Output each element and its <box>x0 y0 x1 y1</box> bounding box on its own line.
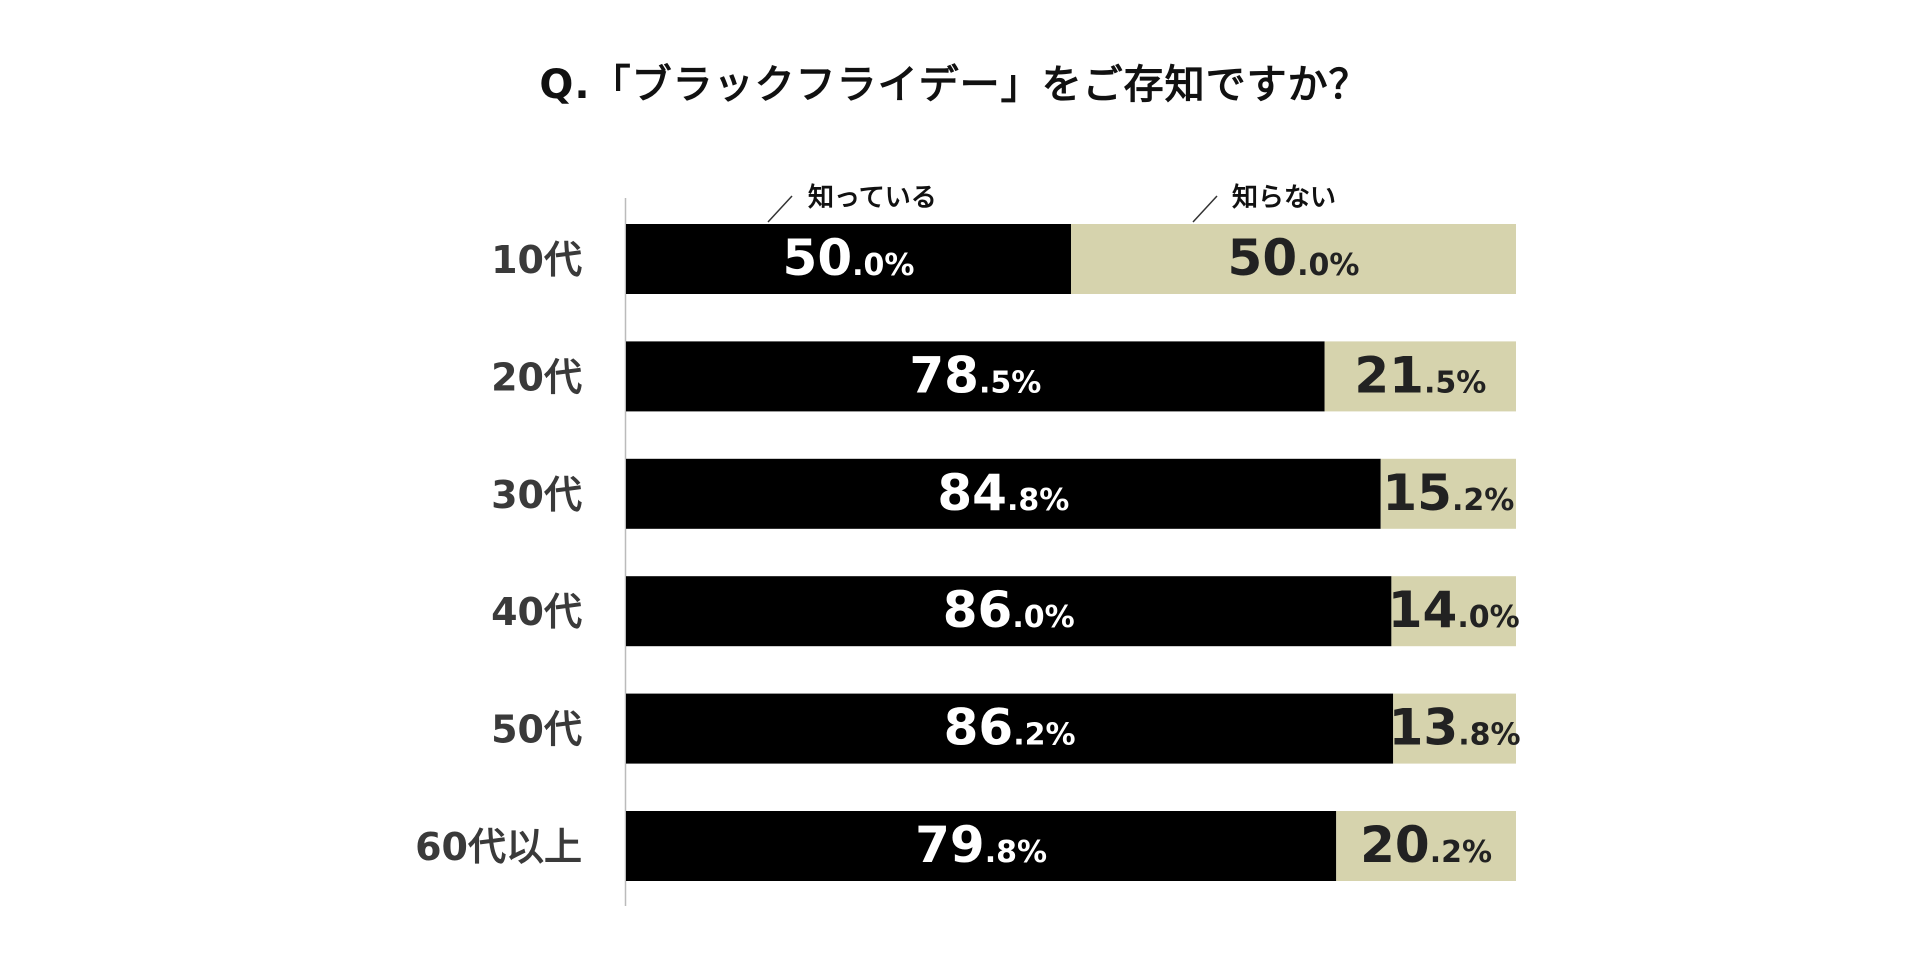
legend-label-unknown: 知らない <box>1232 183 1336 213</box>
chart-title: Q.「ブラックフライデー」をご存知ですか？ <box>539 62 1370 108</box>
bar-unknown <box>1393 693 1516 764</box>
data-label-unknown: 15.2% <box>1382 464 1514 522</box>
data-label-known-integer: 50 <box>783 229 853 287</box>
data-label-unknown-integer: 15 <box>1382 464 1452 522</box>
data-label-unknown-decimal: .0% <box>1457 600 1519 635</box>
category-label: 10代 <box>491 238 582 282</box>
data-label-known-integer: 86 <box>943 581 1013 639</box>
legend-label-known: 知っている <box>808 183 937 213</box>
bar-known <box>626 693 1394 764</box>
data-label-unknown-integer: 13 <box>1389 699 1459 757</box>
data-label-unknown: 50.0% <box>1228 229 1360 287</box>
data-label-unknown-integer: 14 <box>1388 581 1458 639</box>
data-label-unknown-decimal: .5% <box>1424 365 1486 400</box>
data-label-known-decimal: .0% <box>1012 600 1074 635</box>
data-label-unknown: 21.5% <box>1354 346 1486 404</box>
data-label-known: 50.0% <box>783 229 915 287</box>
data-label-known-integer: 86 <box>944 699 1014 757</box>
data-label-unknown: 13.8% <box>1389 699 1521 757</box>
data-label-unknown: 14.0% <box>1388 581 1520 639</box>
data-label-known-decimal: .5% <box>979 365 1041 400</box>
category-label: 20代 <box>491 355 582 399</box>
data-label-known-decimal: .8% <box>1007 483 1069 518</box>
data-label-known-decimal: .8% <box>985 835 1047 870</box>
data-label-known: 79.8% <box>915 816 1047 874</box>
bar-unknown <box>1380 458 1516 529</box>
bar-known <box>626 341 1325 412</box>
bar-known <box>626 811 1337 881</box>
data-label-known-decimal: .0% <box>852 248 914 283</box>
data-label-known-integer: 84 <box>937 464 1007 522</box>
category-label: 50代 <box>491 708 582 752</box>
data-label-unknown-integer: 50 <box>1228 229 1298 287</box>
data-label-unknown: 20.2% <box>1360 816 1492 874</box>
bar-unknown <box>1071 224 1516 294</box>
data-label-known: 86.2% <box>944 699 1076 757</box>
bar-known <box>626 458 1381 529</box>
bar-unknown <box>1336 811 1516 881</box>
bar-unknown <box>1391 576 1516 647</box>
data-label-known: 78.5% <box>909 346 1041 404</box>
category-label: 30代 <box>491 473 582 517</box>
bar-unknown <box>1324 341 1516 412</box>
bar-known <box>626 224 1071 294</box>
data-label-known: 86.0% <box>943 581 1075 639</box>
data-label-unknown-integer: 20 <box>1360 816 1430 874</box>
data-label-known: 84.8% <box>937 464 1069 522</box>
bar-known <box>626 576 1392 647</box>
category-label: 60代以上 <box>415 825 582 869</box>
legend-leader-line <box>767 195 793 223</box>
data-label-known-decimal: .2% <box>1013 718 1075 753</box>
data-label-unknown-decimal: .2% <box>1430 835 1492 870</box>
data-label-unknown-decimal: .2% <box>1452 483 1514 518</box>
legend-leader-line <box>1192 195 1218 223</box>
data-label-unknown-decimal: .0% <box>1297 248 1359 283</box>
data-label-known-integer: 79 <box>915 816 985 874</box>
data-label-known-integer: 78 <box>909 346 979 404</box>
data-label-unknown-integer: 21 <box>1354 346 1424 404</box>
category-label: 40代 <box>491 590 582 634</box>
data-label-unknown-decimal: .8% <box>1458 718 1520 753</box>
